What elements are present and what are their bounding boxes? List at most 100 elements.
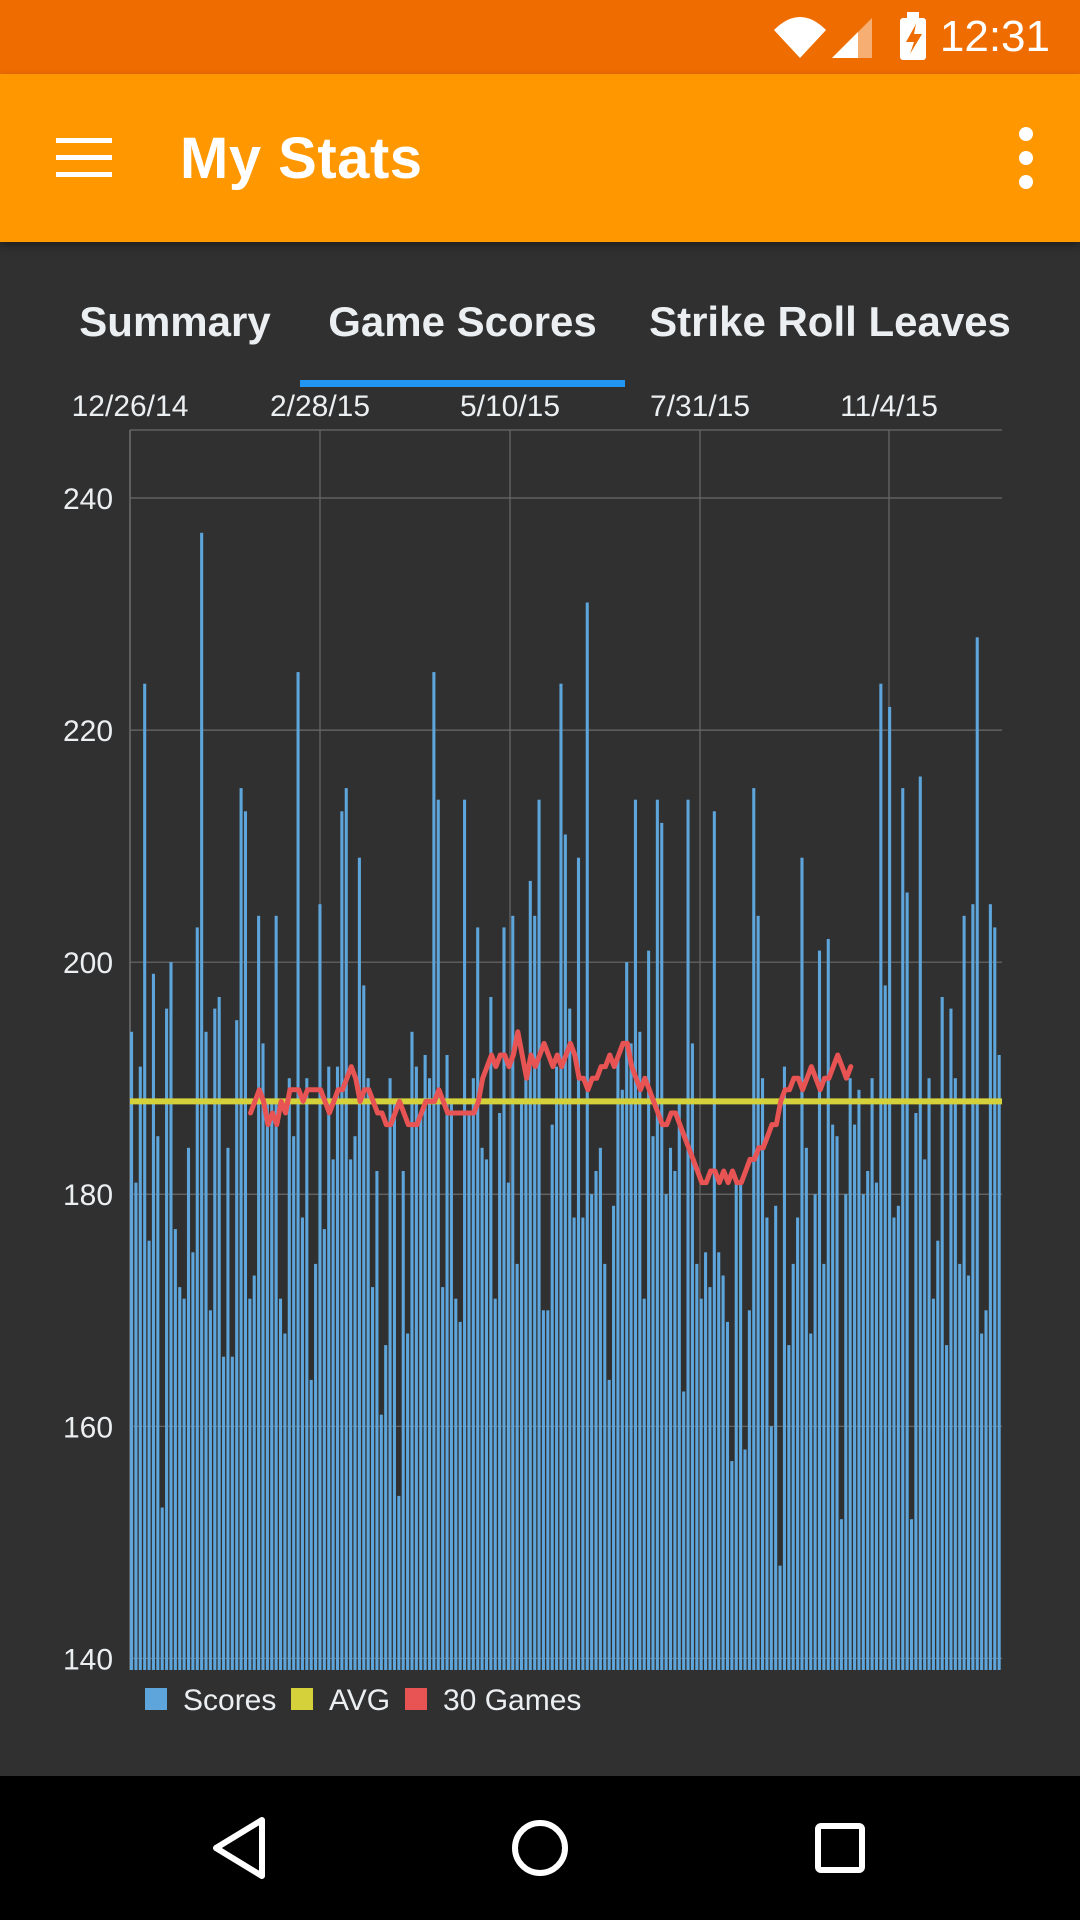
score-bar [371, 1287, 375, 1670]
score-bar [896, 1205, 900, 1670]
more-options-button[interactable] [996, 118, 1056, 198]
score-bar [971, 904, 975, 1670]
score-bar [230, 1356, 234, 1670]
score-bar [668, 1147, 673, 1670]
score-bar [647, 950, 651, 1670]
back-button[interactable] [190, 1798, 290, 1898]
score-bar [612, 1205, 616, 1670]
menu-button[interactable] [40, 118, 128, 198]
score-bar [305, 1078, 309, 1670]
score-bar [782, 1066, 786, 1670]
score-bar [664, 1194, 668, 1670]
score-bar [226, 1147, 230, 1670]
score-bar [160, 1507, 164, 1670]
score-bar [147, 1240, 151, 1670]
score-bar [511, 915, 515, 1670]
score-bar [765, 1217, 769, 1670]
score-bar [616, 1055, 620, 1670]
score-bar [756, 915, 760, 1670]
score-bar [905, 892, 909, 1670]
score-bar [923, 1159, 927, 1670]
score-bar [603, 1263, 607, 1670]
legend-swatch [145, 1688, 167, 1710]
score-bar [169, 962, 173, 1670]
score-bar [309, 1379, 313, 1670]
score-bar [699, 1298, 703, 1670]
status-time: 12:31 [939, 12, 1050, 61]
tab-summary[interactable]: Summary [79, 298, 271, 345]
score-bar [423, 1055, 427, 1670]
score-bar [800, 857, 804, 1670]
score-bar [993, 927, 997, 1670]
score-bar [633, 799, 637, 1670]
score-bar [918, 776, 922, 1670]
status-icons [774, 12, 926, 60]
x-tick-label: 7/31/15 [650, 390, 750, 423]
recents-square-icon [815, 1823, 865, 1873]
legend-swatch [405, 1688, 427, 1710]
score-bar [901, 788, 905, 1670]
legend-label: Scores [183, 1684, 276, 1717]
score-bar [243, 811, 248, 1670]
score-bar [151, 973, 155, 1670]
x-tick-label: 11/4/15 [840, 390, 938, 423]
score-bar [384, 1345, 388, 1670]
y-tick-label: 240 [63, 483, 113, 516]
score-bar [866, 1171, 870, 1670]
score-bar [274, 915, 278, 1670]
score-bar [651, 1136, 655, 1670]
score-bar [388, 1078, 392, 1670]
score-bar [853, 1124, 857, 1670]
tab-game-scores[interactable]: Game Scores [328, 298, 597, 345]
score-bar [476, 927, 480, 1670]
score-bar [541, 1310, 545, 1670]
score-bar [796, 1217, 800, 1670]
score-bar [327, 1066, 331, 1670]
score-bar [458, 1321, 462, 1670]
score-bar [576, 857, 581, 1670]
score-bar [559, 683, 563, 1670]
score-bar [484, 1159, 489, 1670]
score-bar [537, 799, 541, 1670]
thirty-games-line [248, 1029, 854, 1186]
score-bar [130, 1031, 134, 1670]
page-title: My Stats [180, 126, 423, 191]
score-bar [239, 788, 243, 1670]
score-bar [138, 1066, 142, 1670]
score-bar [945, 1345, 949, 1670]
score-bar [888, 706, 892, 1670]
score-bar [594, 1171, 598, 1670]
recents-button[interactable] [790, 1798, 890, 1898]
score-bar [909, 1519, 914, 1670]
score-bar [572, 1217, 576, 1670]
home-button[interactable] [490, 1798, 590, 1898]
score-bar [533, 915, 537, 1670]
tab-strike-roll-leaves[interactable]: Strike Roll Leaves [649, 298, 1011, 345]
score-bar [318, 904, 322, 1670]
score-bar [471, 1078, 475, 1670]
x-tick-label: 5/10/15 [460, 390, 560, 423]
score-bar [861, 1194, 865, 1670]
score-bar [620, 1089, 624, 1670]
score-bar [958, 1263, 962, 1670]
score-bar [357, 857, 361, 1670]
score-bar [940, 997, 944, 1670]
score-bar [892, 1217, 896, 1670]
score-bar [204, 1031, 208, 1670]
score-bar [953, 1078, 957, 1670]
game-scores-chart: 12/26/14 2/28/15 5/10/15 7/31/15 11/4/15 240 2… [63, 390, 1002, 1717]
navigation-bar [0, 1776, 1080, 1920]
score-bar [519, 1101, 524, 1670]
score-bar [642, 1298, 646, 1670]
score-bar [156, 1136, 160, 1670]
score-bar [769, 1426, 773, 1670]
score-bar [344, 788, 348, 1670]
score-bar [813, 1194, 817, 1670]
score-bar [747, 1310, 751, 1670]
score-bar [809, 1333, 813, 1670]
score-bar [506, 1182, 510, 1670]
score-bar [208, 1310, 212, 1670]
score-bar [528, 880, 532, 1670]
score-bar [717, 1252, 721, 1670]
score-bar [708, 1287, 712, 1670]
